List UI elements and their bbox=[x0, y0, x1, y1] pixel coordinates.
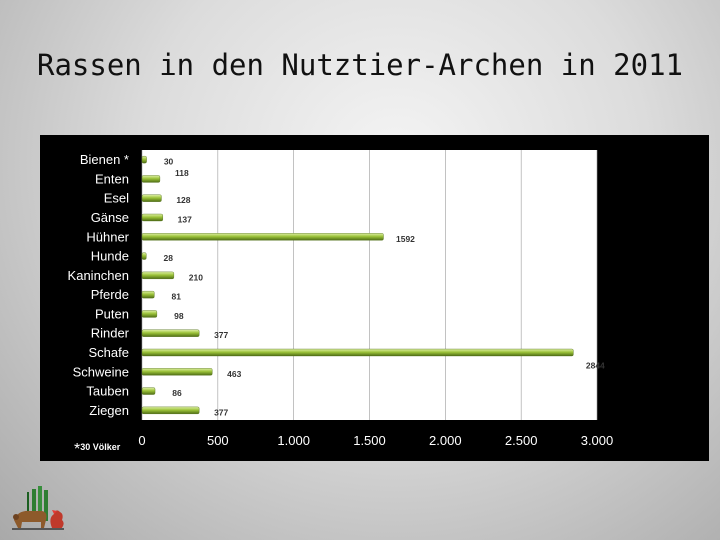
bar bbox=[141, 310, 158, 318]
x-tick-label: 2.000 bbox=[429, 433, 462, 448]
bar bbox=[141, 155, 147, 164]
bar bbox=[141, 271, 175, 280]
bar bbox=[141, 387, 156, 395]
bar bbox=[141, 175, 161, 183]
chart-panel: Bienen * Enten Esel Gänse Hühner Hunde Kaninch… bbox=[40, 135, 709, 461]
bar bbox=[141, 252, 147, 260]
data-label: 377 bbox=[214, 330, 228, 340]
x-tick-label: 500 bbox=[207, 433, 229, 448]
data-label: 1592 bbox=[396, 234, 415, 244]
category-label: Esel bbox=[104, 191, 129, 206]
data-label: 2844 bbox=[586, 361, 605, 371]
category-label: Pferde bbox=[91, 287, 129, 302]
category-label: Puten bbox=[95, 306, 129, 321]
category-label: Bienen * bbox=[80, 152, 129, 167]
category-label: Rinder bbox=[91, 326, 130, 341]
x-tick-labels: 0 500 1.000 1.500 2.000 2.500 3.000 bbox=[138, 433, 613, 448]
category-label: Tauben bbox=[86, 384, 129, 399]
cow-and-rooster-logo-icon bbox=[12, 486, 64, 530]
category-label: Gänse bbox=[91, 210, 129, 225]
category-label: Ziegen bbox=[89, 403, 129, 418]
bar bbox=[141, 406, 200, 415]
data-label: 137 bbox=[178, 215, 192, 225]
data-label: 98 bbox=[174, 311, 184, 321]
bar bbox=[141, 348, 574, 357]
data-label: 118 bbox=[175, 168, 189, 178]
category-label: Kaninchen bbox=[68, 268, 129, 283]
x-tick-label: 2.500 bbox=[505, 433, 538, 448]
bar bbox=[141, 194, 162, 202]
bars bbox=[141, 155, 574, 415]
category-label: Schweine bbox=[73, 364, 129, 379]
bar-chart: Bienen * Enten Esel Gänse Hühner Hunde Kaninch… bbox=[68, 150, 613, 448]
bar bbox=[141, 290, 155, 299]
slide-title: Rassen in den Nutztier-Archen in 2011 bbox=[36, 48, 683, 82]
data-label: 128 bbox=[176, 195, 190, 205]
footnote-text: 30 Völker bbox=[80, 442, 121, 452]
category-label: Hühner bbox=[86, 229, 129, 244]
data-label: 30 bbox=[164, 157, 174, 167]
x-tick-label: 3.000 bbox=[581, 433, 614, 448]
category-labels: Bienen * Enten Esel Gänse Hühner Hunde Kaninch… bbox=[68, 152, 130, 418]
data-label: 28 bbox=[164, 253, 174, 263]
x-tick-label: 1.000 bbox=[277, 433, 310, 448]
bar bbox=[141, 213, 163, 222]
category-label: Hunde bbox=[91, 249, 129, 264]
bar bbox=[141, 233, 384, 241]
data-label: 463 bbox=[227, 369, 241, 379]
category-label: Schafe bbox=[89, 345, 129, 360]
data-label: 86 bbox=[172, 388, 182, 398]
data-label: 81 bbox=[172, 292, 182, 302]
bar bbox=[141, 329, 200, 337]
bar bbox=[141, 368, 213, 376]
gridlines bbox=[141, 150, 598, 420]
data-label: 210 bbox=[189, 272, 203, 282]
category-label: Enten bbox=[95, 171, 129, 186]
x-tick-label: 1.500 bbox=[353, 433, 386, 448]
x-tick-label: 0 bbox=[138, 433, 145, 448]
footnote-star: * bbox=[74, 441, 81, 458]
footnote: *30 Völker bbox=[74, 441, 120, 459]
data-label: 377 bbox=[214, 407, 228, 417]
